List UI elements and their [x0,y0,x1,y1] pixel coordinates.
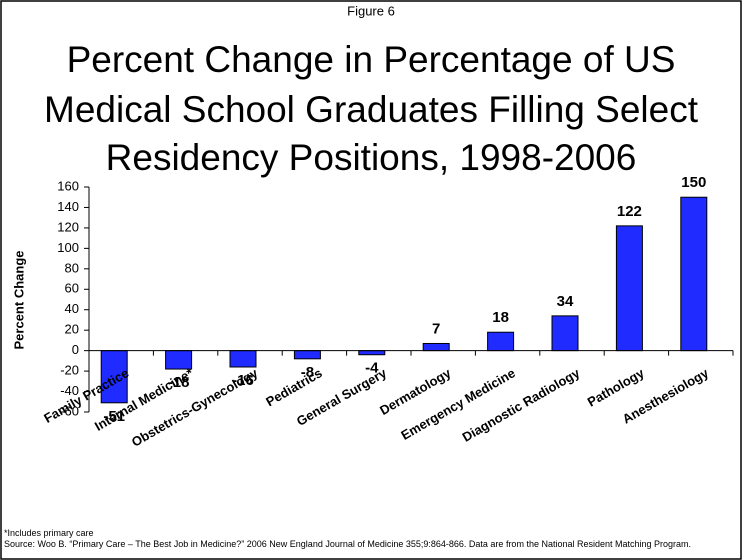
y-tick-label: 100 [57,240,79,255]
value-label: -8 [301,364,314,381]
value-label: 7 [432,320,440,337]
y-tick-label: -20 [60,363,79,378]
value-label: -4 [365,360,379,377]
bar [551,315,579,352]
y-tick-label: 0 [72,342,79,357]
y-tick-label: 20 [65,322,79,337]
bar [293,350,321,360]
x-tick-label: Diagnostic Radiology [460,365,583,445]
chart-title: Percent Change in Percentage of US [67,39,676,80]
value-label: 122 [617,203,642,220]
value-label: -18 [168,374,190,391]
x-tick-label: Emergency Medicine [398,365,518,443]
value-label: 150 [681,174,706,191]
chart-title: Medical School Graduates Filling Select [44,89,699,130]
y-tick-label: -40 [60,383,79,398]
bar [487,331,515,352]
bar [615,225,643,352]
value-label: -51 [103,408,125,425]
y-tick-label: 40 [65,301,79,316]
bar [422,342,450,352]
y-tick-label: 140 [57,199,79,214]
bar [358,350,386,356]
bar [680,196,708,352]
chart-title: Residency Positions, 1998-2006 [106,137,637,178]
y-tick-label: 80 [65,260,79,275]
value-label: 34 [557,293,574,310]
y-tick-label: 60 [65,281,79,296]
source: Source: Woo B. “Primary Care – The Best … [4,539,692,549]
y-tick-label: 160 [57,178,79,193]
value-label: -16 [232,372,254,389]
footnote: *Includes primary care [4,528,94,538]
figure-label: Figure 6 [347,3,395,18]
y-axis-label: Percent Change [11,251,26,350]
value-label: 18 [492,309,509,326]
y-tick-label: 120 [57,219,79,234]
y-tick-label: -60 [60,403,79,418]
